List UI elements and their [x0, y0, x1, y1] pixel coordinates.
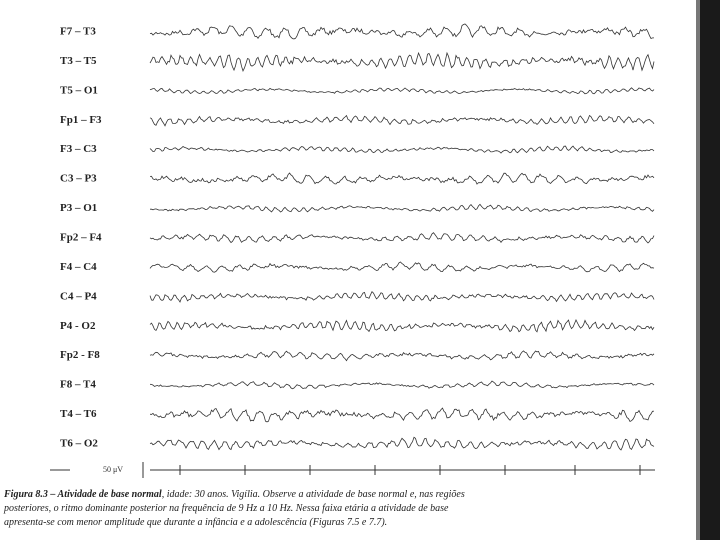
eeg-trace — [149, 114, 655, 127]
eeg-trace — [149, 350, 655, 362]
eeg-trace — [149, 23, 654, 40]
channel-label: C3 – P3 — [60, 173, 97, 185]
channel-label: C4 – P4 — [60, 290, 97, 302]
eeg-trace — [149, 319, 655, 333]
eeg-trace — [149, 232, 655, 244]
channel-label: Fp2 – F4 — [60, 232, 102, 244]
caption-text: , idade: 30 anos. Vigília. Observe a ati… — [162, 489, 465, 500]
channel-label: F4 – C4 — [60, 261, 97, 273]
channel-label: F8 – T4 — [60, 379, 96, 391]
channel-label: T6 – O2 — [60, 438, 98, 450]
caption-line: apresenta-se com menor amplitude que dur… — [4, 517, 387, 528]
channel-label: Fp1 – F3 — [60, 114, 102, 126]
eeg-trace — [149, 407, 655, 423]
channel-label: F3 – C3 — [60, 143, 97, 155]
channel-label: Fp2 - F8 — [60, 349, 100, 361]
caption-label: Figura 8.3 – Atividade de base normal — [3, 489, 162, 500]
channel-label: T4 – T6 — [60, 408, 97, 420]
caption-line: posteriores, o ritmo dominante posterior… — [3, 503, 449, 514]
channel-label: P3 – O1 — [60, 202, 97, 214]
traces — [149, 23, 655, 451]
timing-line — [150, 465, 655, 475]
eeg-trace — [149, 291, 655, 303]
scale-label: 50 μV — [103, 465, 123, 474]
caption-line: Figura 8.3 – Atividade de base normal, i… — [3, 489, 465, 500]
eeg-trace — [149, 51, 655, 72]
eeg-trace — [149, 436, 655, 451]
eeg-trace — [150, 203, 655, 213]
scan-edge — [700, 0, 720, 540]
channel-label: T5 – O1 — [60, 84, 98, 96]
eeg-trace — [149, 145, 655, 154]
eeg-trace — [149, 261, 655, 273]
eeg-trace — [149, 380, 655, 390]
channel-label: T3 – T5 — [60, 55, 97, 67]
eeg-trace — [149, 172, 655, 185]
channel-label: P4 - O2 — [60, 320, 96, 332]
eeg-trace — [149, 87, 655, 95]
scan-shadow — [696, 0, 700, 540]
channel-label: F7 – T3 — [60, 26, 96, 38]
